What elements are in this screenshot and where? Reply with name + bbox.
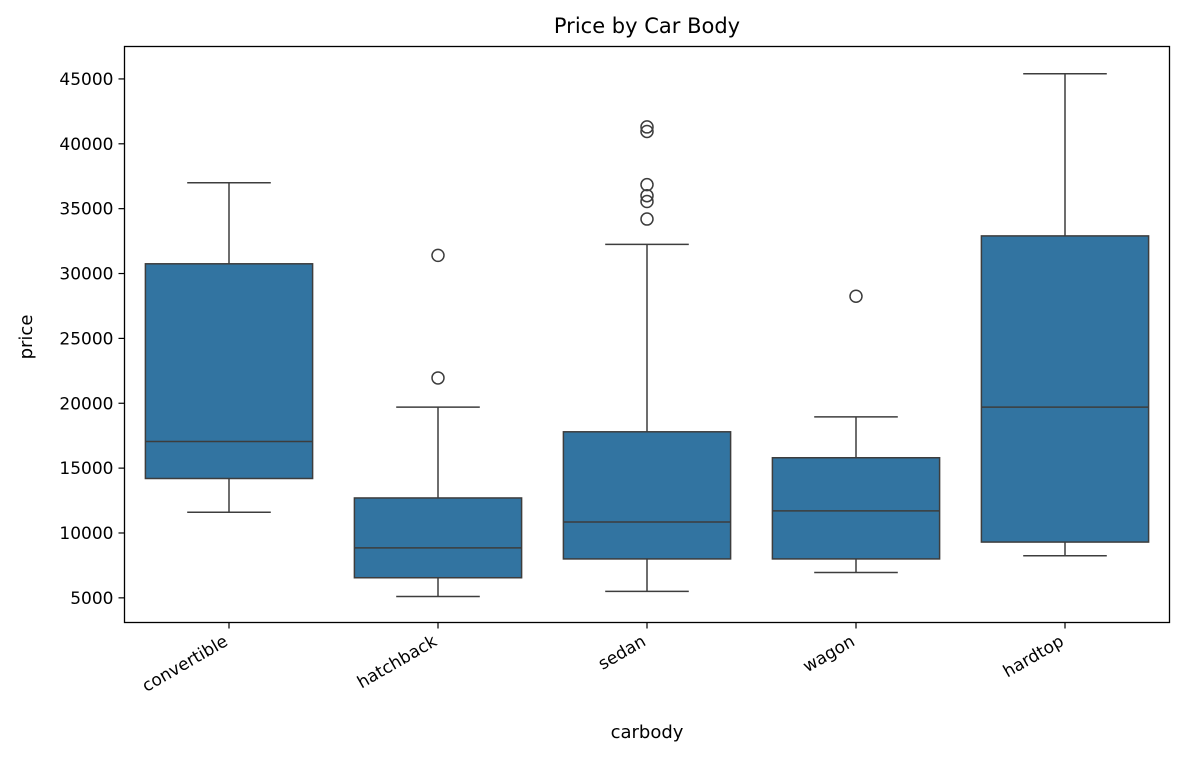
box-iqr (771, 456, 941, 560)
y-axis-label: price (16, 315, 37, 360)
y-tick-label: 10000 (59, 524, 113, 544)
x-tick-label: hardtop (1000, 632, 1068, 683)
box-iqr (980, 235, 1150, 543)
chart-title: Price by Car Body (554, 14, 740, 38)
box-group-wagon (771, 289, 941, 574)
x-tick-label: hatchback (354, 631, 441, 693)
y-tick-label: 20000 (59, 394, 113, 414)
outlier-point (431, 371, 445, 385)
outlier-point (849, 289, 863, 303)
x-tick-label: wagon (800, 632, 859, 677)
outlier-point (640, 124, 654, 139)
x-tick-label: convertible (139, 632, 232, 697)
box-iqr (353, 497, 523, 579)
box-group-hardtop (980, 72, 1150, 557)
outlier-point (640, 120, 654, 134)
outlier-point (640, 212, 654, 226)
outlier-point (640, 188, 654, 203)
y-tick-label: 5000 (70, 589, 113, 609)
box-iqr (562, 431, 732, 560)
box-iqr (144, 263, 314, 480)
plot-area: 5000 10000 15000 20000 25000 30000 35000 40000 4… (59, 70, 1150, 697)
y-tick-label: 30000 (59, 265, 113, 285)
box-group-sedan (562, 120, 732, 593)
y-tick-label: 40000 (59, 135, 113, 155)
y-tick-label: 35000 (59, 200, 113, 220)
box-group-hatchback (353, 248, 523, 598)
outlier-point (431, 248, 445, 263)
box-group-convertible (144, 181, 314, 513)
y-tick-label: 15000 (59, 459, 113, 479)
x-axis-label: carbody (611, 722, 684, 743)
outlier-point (640, 177, 654, 192)
y-tick-label: 45000 (59, 70, 113, 90)
plot-frame (123, 45, 1171, 624)
outlier-point (640, 194, 654, 209)
y-tick-label: 25000 (59, 329, 113, 349)
x-tick-label: sedan (595, 632, 649, 675)
